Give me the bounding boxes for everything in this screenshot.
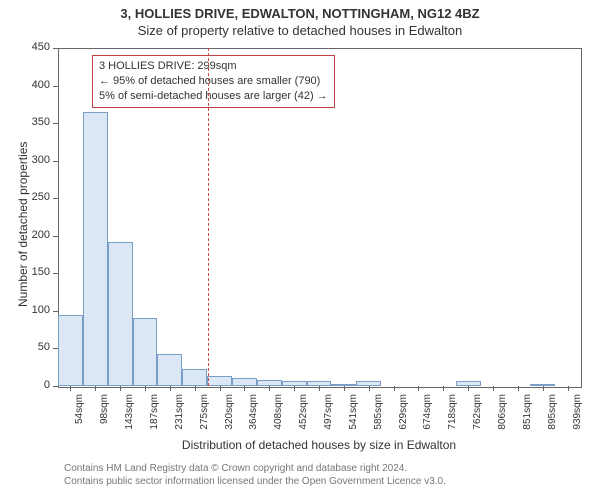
reference-line [208, 48, 209, 386]
xtick-label: 187sqm [149, 394, 160, 438]
xtick-mark [344, 386, 345, 391]
ytick-mark [53, 273, 58, 274]
xtick-mark [294, 386, 295, 391]
xtick-mark [95, 386, 96, 391]
ytick-mark [53, 311, 58, 312]
xtick-mark [170, 386, 171, 391]
ytick-mark [53, 161, 58, 162]
xtick-label: 851sqm [522, 394, 533, 438]
xtick-mark [220, 386, 221, 391]
histogram-bar [282, 381, 307, 386]
chart-title-subtitle: Size of property relative to detached ho… [0, 21, 600, 38]
xtick-label: 364sqm [248, 394, 259, 438]
xtick-mark [568, 386, 569, 391]
ytick-label: 350 [20, 116, 50, 128]
xtick-mark [543, 386, 544, 391]
ytick-label: 0 [20, 379, 50, 391]
histogram-bar [257, 380, 282, 386]
ytick-label: 250 [20, 191, 50, 203]
xtick-label: 939sqm [572, 394, 583, 438]
annotation-line2: ← 95% of detached houses are smaller (79… [99, 74, 328, 89]
xtick-label: 806sqm [497, 394, 508, 438]
xtick-label: 497sqm [323, 394, 334, 438]
ytick-mark [53, 386, 58, 387]
ytick-mark [53, 86, 58, 87]
ytick-mark [53, 123, 58, 124]
chart-x-axis-label: Distribution of detached houses by size … [58, 438, 580, 452]
xtick-mark [269, 386, 270, 391]
xtick-label: 585sqm [373, 394, 384, 438]
ytick-mark [53, 236, 58, 237]
histogram-bar [133, 318, 158, 386]
ytick-label: 150 [20, 266, 50, 278]
xtick-label: 895sqm [547, 394, 558, 438]
xtick-label: 143sqm [124, 394, 135, 438]
xtick-label: 629sqm [398, 394, 409, 438]
footer-line1: Contains HM Land Registry data © Crown c… [64, 462, 446, 475]
histogram-bar [307, 381, 332, 386]
xtick-mark [244, 386, 245, 391]
ytick-mark [53, 48, 58, 49]
ytick-label: 300 [20, 154, 50, 166]
xtick-mark [418, 386, 419, 391]
xtick-mark [394, 386, 395, 391]
histogram-bar [207, 376, 232, 386]
chart-footer: Contains HM Land Registry data © Crown c… [64, 462, 446, 488]
xtick-mark [319, 386, 320, 391]
xtick-mark [120, 386, 121, 391]
histogram-bar [232, 378, 257, 386]
histogram-bar [356, 381, 381, 386]
ytick-label: 400 [20, 79, 50, 91]
ytick-mark [53, 198, 58, 199]
histogram-bar [331, 384, 356, 386]
xtick-label: 452sqm [298, 394, 309, 438]
xtick-mark [468, 386, 469, 391]
annotation-line3: 5% of semi-detached houses are larger (4… [99, 89, 328, 104]
xtick-label: 762sqm [472, 394, 483, 438]
xtick-label: 54sqm [74, 394, 85, 438]
xtick-mark [443, 386, 444, 391]
histogram-bar [182, 369, 207, 386]
xtick-label: 674sqm [422, 394, 433, 438]
histogram-bar [157, 354, 182, 386]
ytick-label: 200 [20, 229, 50, 241]
footer-line2: Contains public sector information licen… [64, 475, 446, 488]
histogram-bar [83, 112, 108, 386]
chart-y-axis-label: Number of detached properties [16, 142, 30, 307]
ytick-label: 50 [20, 341, 50, 353]
ytick-label: 450 [20, 41, 50, 53]
chart-annotation-box: 3 HOLLIES DRIVE: 299sqm ← 95% of detache… [92, 55, 335, 108]
xtick-mark [145, 386, 146, 391]
histogram-bar [58, 315, 83, 386]
xtick-mark [493, 386, 494, 391]
xtick-mark [369, 386, 370, 391]
histogram-bar [530, 384, 555, 386]
xtick-label: 718sqm [447, 394, 458, 438]
xtick-label: 231sqm [174, 394, 185, 438]
xtick-mark [518, 386, 519, 391]
xtick-label: 98sqm [99, 394, 110, 438]
xtick-label: 408sqm [273, 394, 284, 438]
xtick-label: 275sqm [199, 394, 210, 438]
ytick-label: 100 [20, 304, 50, 316]
chart-title-address: 3, HOLLIES DRIVE, EDWALTON, NOTTINGHAM, … [0, 0, 600, 21]
xtick-label: 541sqm [348, 394, 359, 438]
annotation-line1: 3 HOLLIES DRIVE: 299sqm [99, 59, 328, 74]
xtick-mark [195, 386, 196, 391]
histogram-bar [456, 381, 481, 386]
xtick-mark [70, 386, 71, 391]
xtick-label: 320sqm [224, 394, 235, 438]
histogram-bar [108, 242, 133, 386]
